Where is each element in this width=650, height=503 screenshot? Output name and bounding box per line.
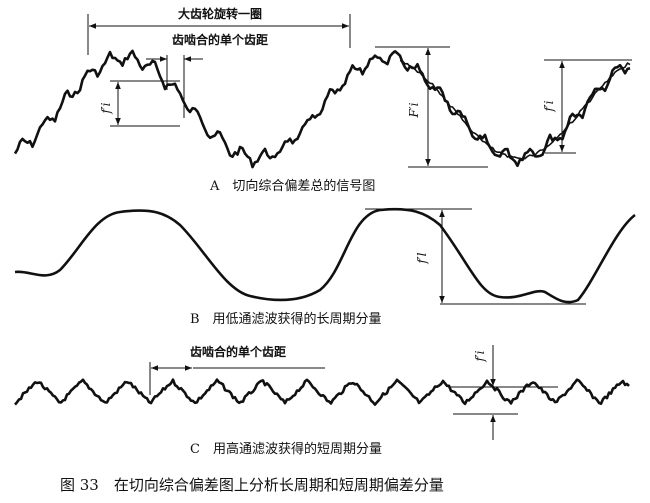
panel-b: f′l B 用低通滤波获得的长周期分量: [14, 207, 636, 327]
total-signal-wave: [13, 49, 631, 169]
fi-c-symbol: f′i: [473, 350, 487, 362]
pitch-label: 齿啮合的单个齿距: [172, 32, 268, 47]
rotation-label: 大齿轮旋转一圈: [178, 6, 262, 21]
short-period-wave: [14, 378, 630, 406]
fi-symbol-left: f′i: [99, 102, 113, 114]
long-period-trend-line: [399, 59, 631, 160]
fl-symbol: f′l: [415, 252, 429, 264]
pitch-label-c: 齿啮合的单个齿距: [190, 344, 286, 359]
long-period-wave: [14, 207, 636, 304]
fi-symbol-right: f′i: [542, 100, 556, 112]
caption-a: A 切向综合偏差总的信号图: [209, 178, 375, 194]
caption-c: C 用高通滤波获得的短周期分量: [190, 441, 382, 457]
figure-caption: 图 33 在切向综合偏差图上分析长周期和短周期偏差分量: [60, 476, 444, 494]
Fi-symbol: F′i: [407, 102, 421, 118]
caption-b: B 用低通滤波获得的长周期分量: [190, 311, 382, 327]
panel-c: 齿啮合的单个齿距 f′i C 用高通滤波获得的短周期分量: [14, 344, 630, 457]
panel-a: 大齿轮旋转一圈 齿啮合的单个齿距 f′i F′i f′i A 切向综合偏差总的信…: [13, 6, 632, 194]
